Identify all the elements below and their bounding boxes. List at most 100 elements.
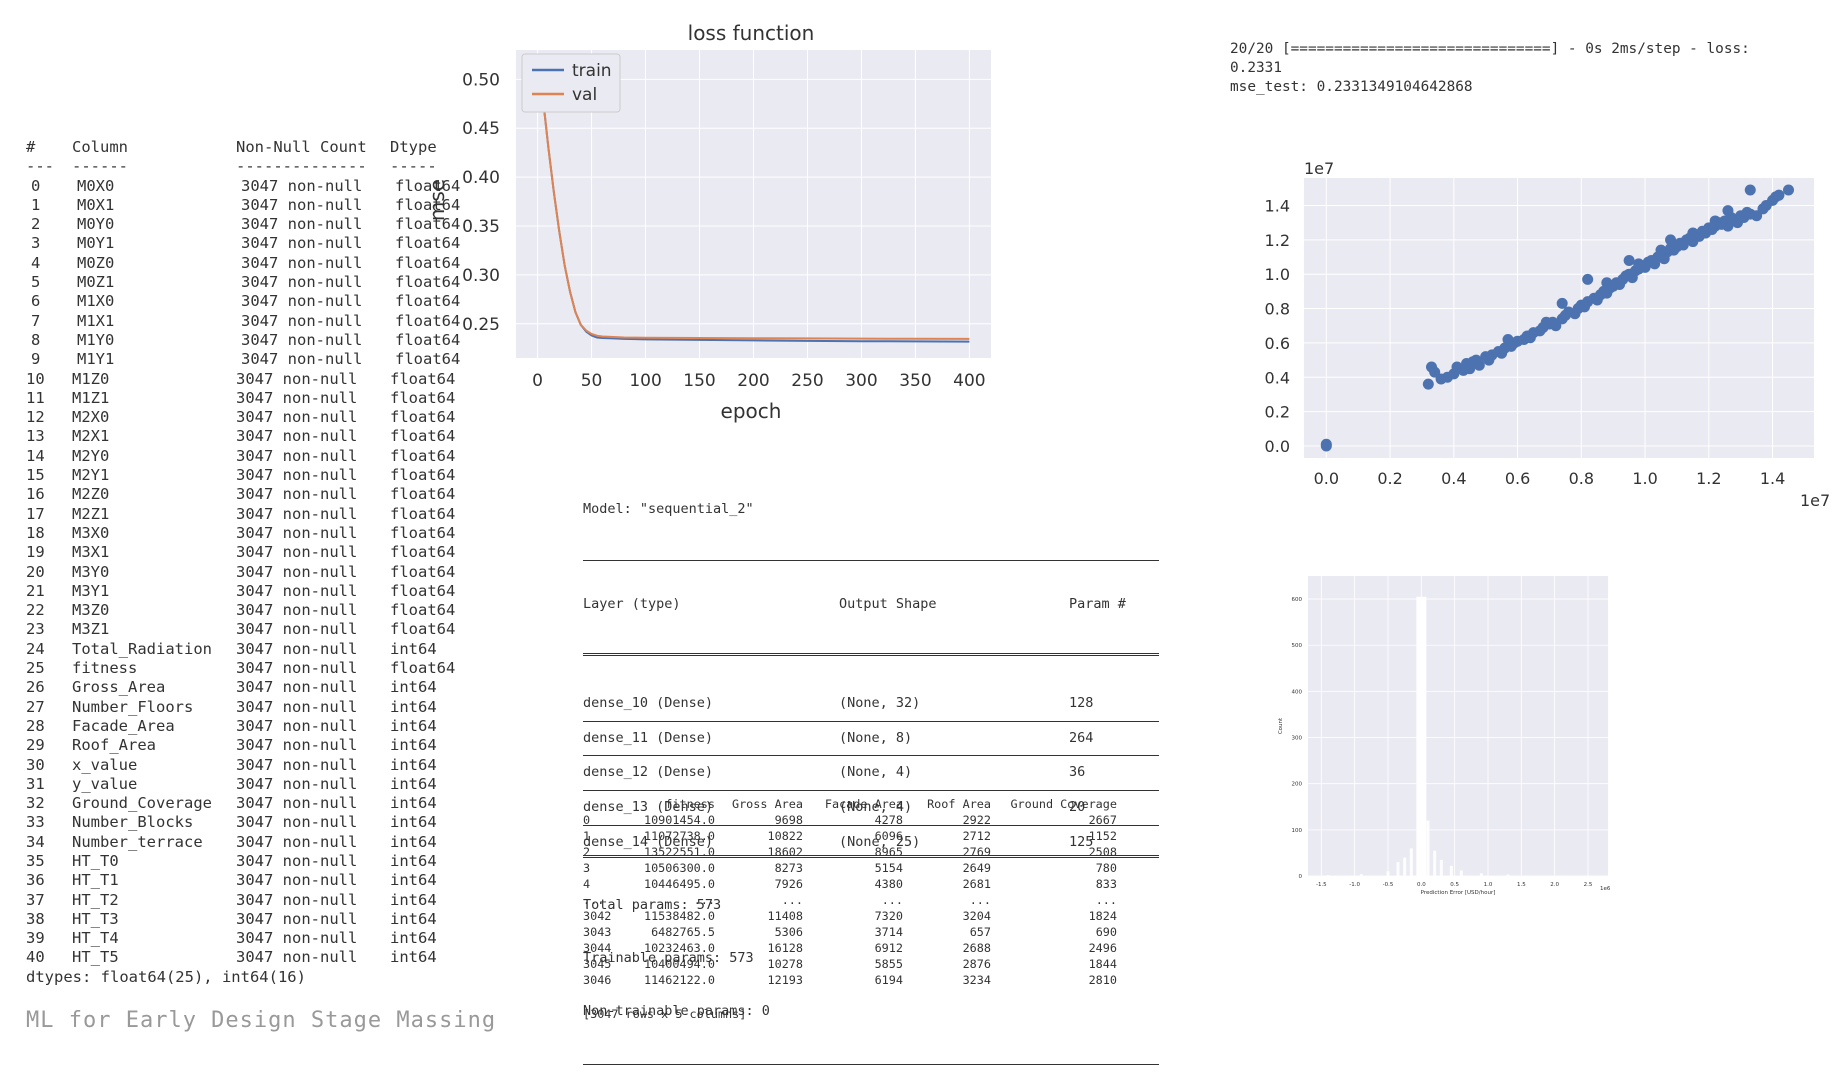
info-row: 5 M0Z1 3047 non-null float64: [26, 273, 496, 292]
df-cell: 11408: [767, 909, 803, 923]
info-row: 23 M3Z1 3047 non-null float64: [26, 620, 496, 639]
y-tick-label: 0.50: [462, 70, 500, 90]
info-row-dtype: float64: [395, 273, 461, 292]
x-tick-label: 0.6: [1505, 469, 1530, 488]
info-row-column: M0Y1: [77, 234, 115, 253]
prediction-scatter-chart: 0.0 0.2 0.4 0.6 0.8 1.0 1.2 1.4 0.0 0.2 0.4 0.6 0.8 1…: [1265, 159, 1831, 510]
histogram-bar: [1426, 820, 1430, 876]
layer-output-shape: (None, 8): [839, 729, 913, 746]
info-row-nonnull: 3047 non-null: [236, 909, 358, 928]
info-row-dtype: int64: [390, 774, 437, 793]
info-row-column: M1X0: [77, 292, 115, 311]
info-row-column: M3Y0: [72, 562, 110, 581]
layer-param-count: 36: [1069, 764, 1086, 781]
divider: [583, 789, 1159, 791]
info-row-dtype: int64: [390, 851, 437, 870]
df-cell: 2508: [1088, 845, 1117, 859]
info-row: 20 M3Y0 3047 non-null float64: [26, 563, 496, 582]
info-row-index: 16: [26, 485, 45, 504]
y-tick-label: 300: [1292, 736, 1303, 742]
df-cell: 2649: [962, 861, 991, 875]
info-row-column: Gross_Area: [72, 678, 166, 697]
layer-name: dense_14 (Dense): [583, 833, 714, 850]
loss-function-chart: 0 50 100 150 200 250 300 350 400 0.25 0.30 0.35 0.40…: [425, 21, 991, 423]
info-row-dtype: float64: [390, 543, 456, 562]
layer-name: dense_12 (Dense): [583, 764, 714, 781]
df-cell: 10278: [767, 957, 803, 971]
info-row: 38 HT_T3 3047 non-null int64: [26, 910, 496, 929]
df-cell: 7926: [774, 877, 803, 891]
info-row: 27 Number_Floors 3047 non-null int64: [26, 698, 496, 717]
legend: train val: [521, 53, 621, 113]
scatter-point: [1556, 297, 1568, 309]
y-tick-label: 0.4: [1265, 368, 1290, 387]
info-row-nonnull: 3047 non-null: [236, 736, 358, 755]
info-row-dtype: float64: [390, 369, 456, 388]
df-cell: 7320: [874, 909, 903, 923]
info-row-column: Total_Radiation: [72, 639, 212, 658]
df-cell: 10506300.0: [643, 861, 715, 875]
scatter-point: [1623, 254, 1635, 266]
layer-name: dense_11 (Dense): [583, 729, 714, 746]
header-param-count: Param #: [1069, 596, 1126, 613]
df-cell: 12193: [767, 973, 803, 987]
df-cell: 8965: [874, 845, 903, 859]
df-cell: 2922: [962, 813, 991, 827]
info-row-index: 8: [31, 330, 41, 349]
info-row-dtype: float64: [390, 601, 456, 620]
page-caption: ML for Early Design Stage Massing: [26, 1008, 497, 1033]
info-dtypes-footer: dtypes: float64(25), int64(16): [26, 967, 306, 986]
info-row-index: 7: [31, 311, 41, 330]
y-axis-label: mse: [425, 179, 449, 221]
info-row-index: 36: [26, 871, 45, 890]
info-header-index: #: [26, 138, 36, 156]
scatter-point: [1422, 378, 1434, 390]
info-row-nonnull: 3047 non-null: [241, 292, 363, 311]
scatter-point: [1722, 205, 1734, 217]
info-row-column: HT_T3: [72, 909, 119, 928]
df-cell: 5154: [874, 861, 903, 875]
layer-name: dense_10 (Dense): [583, 695, 714, 712]
df-col-gross-area: Gross Area: [731, 797, 803, 811]
x-axis-label: Prediction Error [USD/hour]: [1421, 890, 1496, 896]
df-row: 3045 10400494.0 10278 5855 2876 1844: [583, 956, 1117, 972]
info-row-nonnull: 3047 non-null: [241, 330, 363, 349]
y-tick-label: 600: [1292, 597, 1303, 603]
y-tick-label: 0.6: [1265, 334, 1290, 353]
info-row-nonnull: 3047 non-null: [236, 620, 358, 639]
df-cell: 6096: [874, 829, 903, 843]
info-row-dtype: int64: [390, 736, 437, 755]
info-row-index: 1: [31, 195, 41, 214]
x-axis-label: epoch: [721, 399, 782, 423]
info-row-nonnull: 3047 non-null: [241, 215, 363, 234]
info-row-nonnull: 3047 non-null: [236, 774, 358, 793]
info-row: 28 Facade_Area 3047 non-null int64: [26, 717, 496, 736]
df-row-index: 3046: [583, 973, 612, 987]
df-cell: 657: [969, 925, 991, 939]
x-tick-label: 100: [629, 371, 661, 391]
info-row-index: 18: [26, 523, 45, 542]
y-tick-label: 100: [1292, 828, 1303, 834]
info-row-column: HT_T1: [72, 871, 119, 890]
info-header-nonnull: Non-Null Count: [236, 138, 367, 156]
info-row: 2 M0Y0 3047 non-null float64: [26, 215, 496, 234]
info-row-nonnull: 3047 non-null: [241, 311, 363, 330]
info-row-column: M1Y0: [77, 330, 115, 349]
info-row-column: M3X1: [72, 543, 110, 562]
y-tick-label: 1.4: [1265, 196, 1290, 215]
info-row-nonnull: 3047 non-null: [236, 659, 358, 678]
info-row-dtype: float64: [390, 466, 456, 485]
info-row: 35 HT_T0 3047 non-null int64: [26, 852, 496, 871]
info-row-dtype: int64: [390, 890, 437, 909]
info-row-column: x_value: [72, 755, 138, 774]
scatter-point: [1709, 215, 1721, 227]
df-cell: 2769: [962, 845, 991, 859]
info-row-nonnull: 3047 non-null: [236, 678, 358, 697]
df-cell: 1152: [1088, 829, 1117, 843]
info-row: 14 M2Y0 3047 non-null float64: [26, 447, 496, 466]
info-row-column: M3Z0: [72, 601, 110, 620]
x-tick-label: 300: [845, 371, 877, 391]
scatter-point: [1540, 316, 1552, 328]
info-row-nonnull: 3047 non-null: [236, 485, 358, 504]
info-row-dtype: int64: [390, 678, 437, 697]
